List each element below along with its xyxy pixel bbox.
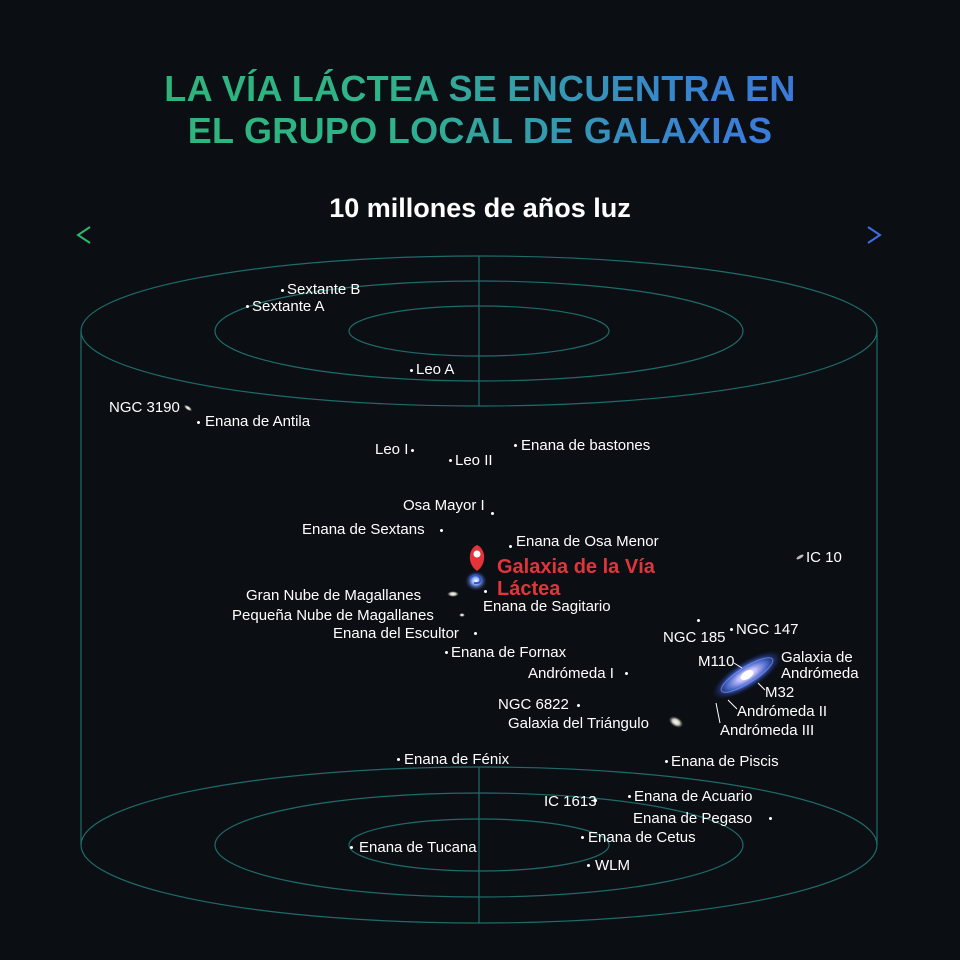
- osa-mayor-i-dot: [491, 512, 494, 515]
- ngc-185-dot: [697, 619, 700, 622]
- enana-bastones-dot: [514, 444, 517, 447]
- label-ngc-6822: NGC 6822: [498, 696, 569, 713]
- milky-way-label-line-2: Láctea: [497, 578, 561, 600]
- label-leo-a: Leo A: [416, 361, 455, 378]
- label-ic-10: IC 10: [806, 549, 842, 566]
- label-enana-fornax: Enana de Fornax: [451, 644, 567, 661]
- label-pequena-nube: Pequeña Nube de Magallanes: [232, 607, 434, 624]
- label-ngc-185: NGC 185: [663, 629, 726, 646]
- location-pin-icon: [469, 545, 485, 571]
- label-enana-sextans: Enana de Sextans: [302, 521, 425, 538]
- milky-way-marker: [465, 545, 487, 591]
- label-enana-osa-menor: Enana de Osa Menor: [516, 533, 659, 550]
- leo-i-dot: [411, 449, 414, 452]
- scale-label: 10 millones de años luz: [329, 193, 631, 223]
- label-enana-piscis: Enana de Piscis: [671, 753, 779, 770]
- andromeda-galaxy-image: [712, 650, 782, 700]
- label-enana-tucana: Enana de Tucana: [359, 839, 477, 856]
- label-sextante-a: Sextante A: [252, 298, 325, 315]
- label-m32: M32: [765, 684, 795, 701]
- label-ic-1613: IC 1613: [544, 793, 597, 810]
- leo-ii-dot: [449, 459, 452, 462]
- label-sextante-b: Sextante B: [287, 281, 361, 298]
- label-wlm: WLM: [595, 857, 630, 874]
- small-magellanic-cloud-image: [459, 613, 465, 617]
- ic-1613-dot: [594, 799, 597, 802]
- label-ngc-3190: NGC 3190: [109, 399, 180, 416]
- label-enana-escultor: Enana del Escultor: [333, 625, 459, 642]
- label-enana-bastones: Enana de bastones: [521, 437, 651, 454]
- andromeda-i-dot: [625, 672, 628, 675]
- label-andromeda-line-1: Galaxia de: [781, 649, 853, 666]
- leo-a-dot: [410, 369, 413, 372]
- label-enana-cetus: Enana de Cetus: [588, 829, 696, 846]
- label-osa-mayor-i: Osa Mayor I: [403, 497, 485, 514]
- label-andromeda-i: Andrómeda I: [528, 665, 614, 682]
- ngc-147-dot: [730, 628, 733, 631]
- m32-pointer: [757, 682, 766, 691]
- m110-pointer: [733, 662, 743, 669]
- label-andromeda-line-2: Andrómeda: [781, 665, 859, 682]
- label-galaxia-triangulo: Galaxia del Triángulo: [508, 715, 649, 732]
- label-andromeda-ii: Andrómeda II: [737, 703, 828, 720]
- enana-piscis-dot: [665, 760, 668, 763]
- ngc-3190-image: [183, 404, 193, 412]
- enana-cetus-dot: [581, 836, 584, 839]
- wlm-dot: [587, 864, 590, 867]
- andromeda-ii-pointer: [727, 699, 738, 710]
- label-ngc-147: NGC 147: [736, 621, 799, 638]
- enana-tucana-dot: [350, 846, 353, 849]
- label-m110: M110: [698, 653, 735, 670]
- enana-fenix-dot: [397, 758, 400, 761]
- scale-arrow: [76, 226, 882, 244]
- label-enana-sagitario: Enana de Sagitario: [483, 598, 611, 615]
- enana-acuario-dot: [628, 795, 631, 798]
- enana-antila-dot: [197, 421, 200, 424]
- enana-pegaso-dot: [769, 817, 772, 820]
- sextante-a-dot: [246, 305, 249, 308]
- label-andromeda-iii: Andrómeda III: [720, 722, 815, 739]
- label-leo-i: Leo I: [375, 441, 409, 458]
- label-enana-antila: Enana de Antila: [205, 413, 311, 430]
- label-enana-acuario: Enana de Acuario: [634, 788, 753, 805]
- andromeda-iii-pointer: [715, 702, 721, 724]
- enana-escultor-dot: [474, 632, 477, 635]
- enana-fornax-dot: [445, 651, 448, 654]
- label-gran-nube: Gran Nube de Magallanes: [246, 587, 422, 604]
- label-enana-pegaso: Enana de Pegaso: [633, 810, 753, 827]
- large-magellanic-cloud-image: [447, 591, 459, 597]
- label-leo-ii: Leo II: [455, 452, 493, 469]
- ngc-6822-dot: [577, 704, 580, 707]
- milky-way-image: [465, 571, 487, 591]
- enana-osa-menor-dot: [509, 545, 512, 548]
- triangulum-galaxy-image: [668, 716, 684, 728]
- milky-way-label-line-1: Galaxia de la Vía: [497, 556, 655, 578]
- cylinder-grid: [80, 255, 878, 924]
- label-enana-fenix: Enana de Fénix: [404, 751, 510, 768]
- milky-way-label: Galaxia de la Vía Láctea: [497, 556, 655, 600]
- enana-sagitario-dot: [484, 590, 487, 593]
- enana-sextans-dot: [440, 529, 443, 532]
- ic-10-image: [796, 554, 804, 560]
- sextante-b-dot: [281, 289, 284, 292]
